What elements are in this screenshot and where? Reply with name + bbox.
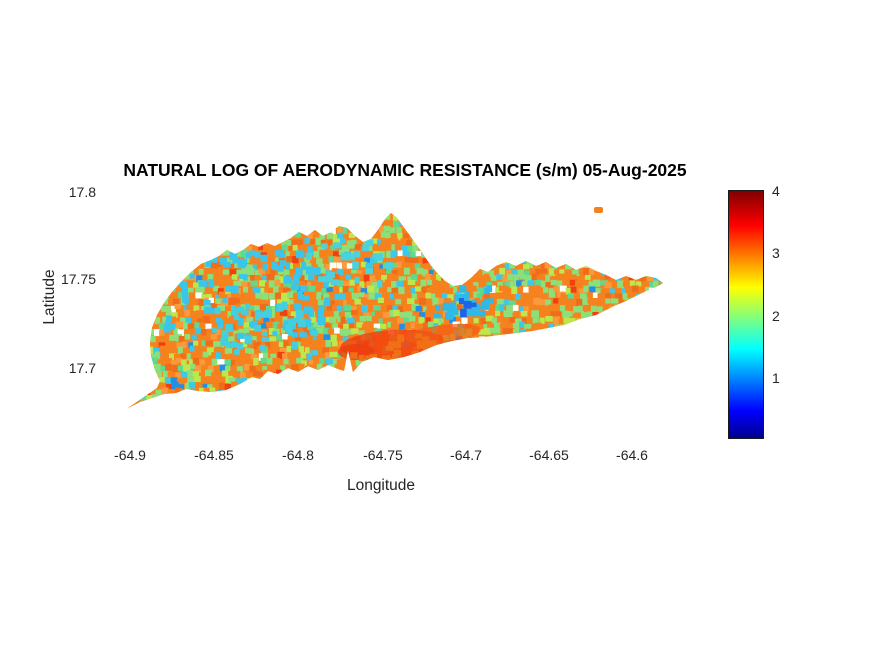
colorbar-tick-label: 4: [772, 183, 780, 199]
colorbar: [728, 190, 764, 439]
figure-title: NATURAL LOG OF AERODYNAMIC RESISTANCE (s…: [123, 160, 687, 180]
y-axis-label: Latitude: [41, 269, 58, 325]
y-tick-label: 17.7: [68, 360, 96, 376]
y-tick-label: 17.8: [68, 184, 96, 200]
y-tick-label: 17.75: [60, 271, 96, 287]
x-tick-label: -64.9: [114, 447, 146, 463]
x-tick-label: -64.75: [363, 447, 403, 463]
x-tick-label: -64.65: [529, 447, 569, 463]
colorbar-tick-label: 1: [772, 370, 780, 386]
colorbar-tick-label: 2: [772, 308, 780, 324]
colorbar-tick-label: 3: [772, 245, 780, 261]
x-tick-label: -64.6: [616, 447, 648, 463]
x-tick-label: -64.7: [450, 447, 482, 463]
x-tick-label: -64.85: [194, 447, 234, 463]
x-tick-label: -64.8: [282, 447, 314, 463]
x-axis-label: Longitude: [346, 477, 416, 494]
